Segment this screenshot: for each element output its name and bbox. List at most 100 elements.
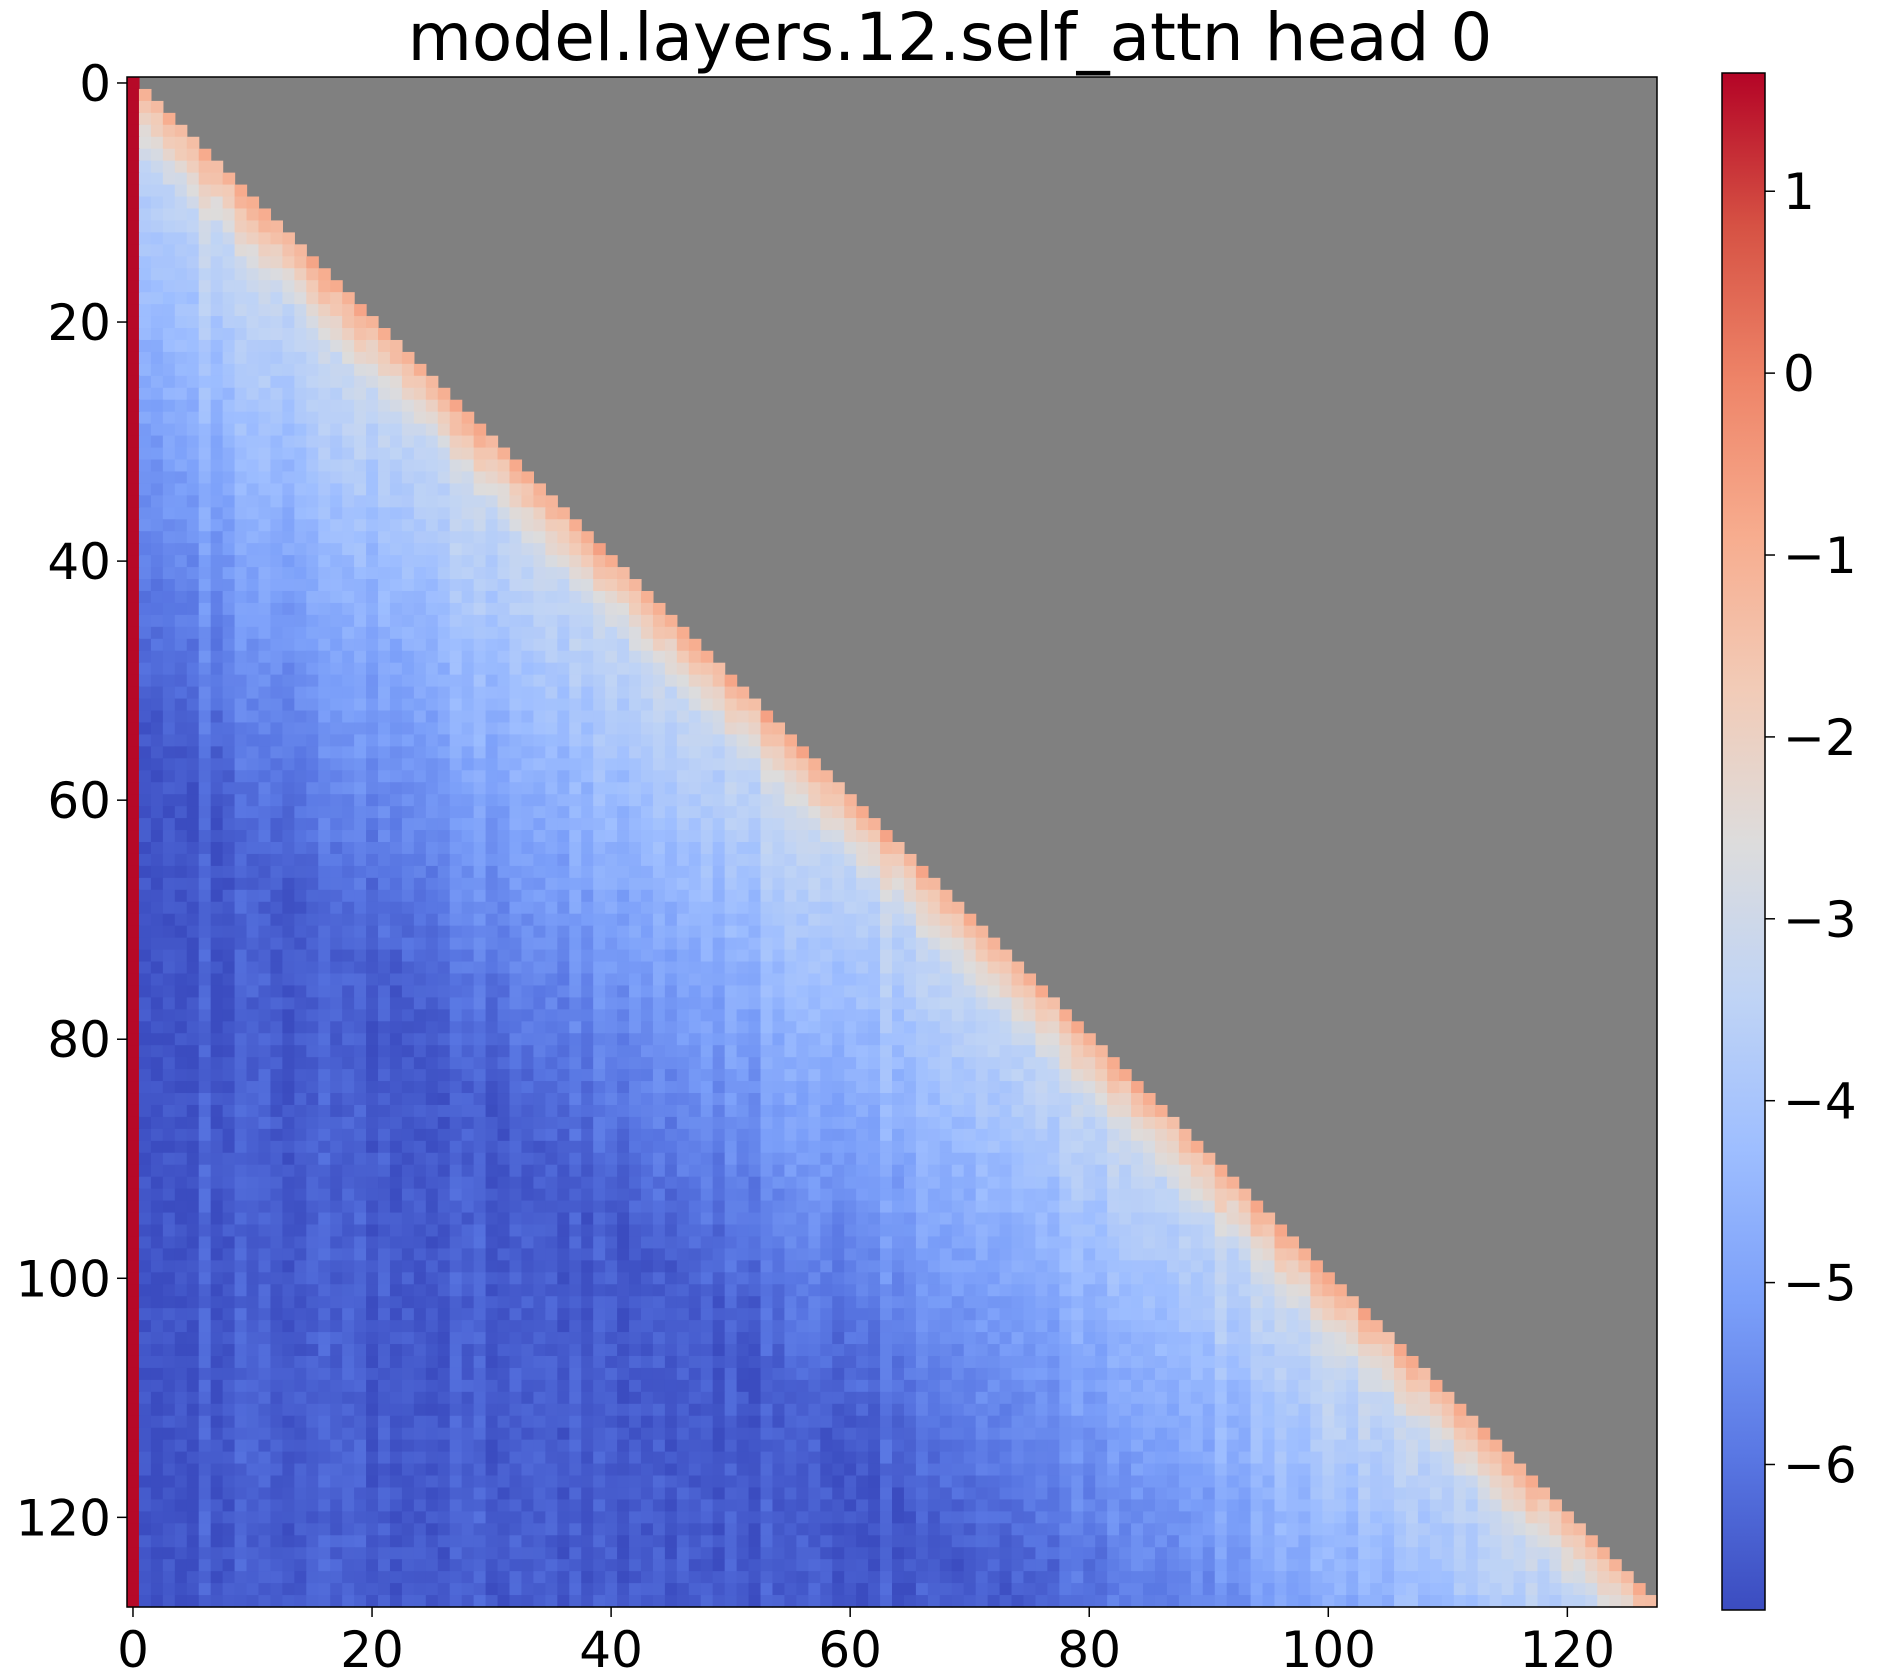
heatmap-cell xyxy=(210,268,224,281)
heatmap-cell xyxy=(162,483,176,496)
heatmap-cell xyxy=(413,590,427,604)
heatmap-cell xyxy=(449,973,463,987)
heatmap-cell xyxy=(306,913,319,927)
heatmap-cell xyxy=(951,913,965,927)
heatmap-cell xyxy=(222,614,236,628)
heatmap-cell xyxy=(127,865,140,879)
heatmap-cell xyxy=(1226,1188,1240,1202)
heatmap-cell xyxy=(282,770,295,783)
heatmap-cell xyxy=(449,459,463,473)
heatmap-cell xyxy=(485,758,499,771)
heatmap-cell xyxy=(222,375,236,389)
heatmap-cell xyxy=(318,531,331,544)
heatmap-cell xyxy=(378,961,391,975)
heatmap-cell xyxy=(640,997,654,1010)
heatmap-cell xyxy=(150,1260,164,1273)
heatmap-cell xyxy=(294,447,307,461)
heatmap-cell xyxy=(127,1236,140,1249)
heatmap-cell xyxy=(342,1116,355,1130)
heatmap-cell xyxy=(461,483,475,496)
heatmap-cell xyxy=(724,1140,738,1154)
heatmap-cell xyxy=(234,244,248,257)
heatmap-cell xyxy=(545,746,558,759)
heatmap-cell xyxy=(127,925,140,939)
heatmap-cell xyxy=(880,830,893,843)
heatmap-cell xyxy=(856,1164,869,1178)
heatmap-cell xyxy=(892,842,905,855)
heatmap-cell xyxy=(844,865,857,879)
heatmap-cell xyxy=(784,830,797,843)
heatmap-cell xyxy=(1190,1200,1204,1214)
heatmap-cell xyxy=(401,949,415,963)
heatmap-cell xyxy=(210,937,224,951)
heatmap-cell xyxy=(868,1152,881,1166)
heatmap-cell xyxy=(389,650,403,664)
heatmap-cell xyxy=(1023,1009,1037,1022)
heatmap-cell xyxy=(378,1021,391,1034)
heatmap-cell xyxy=(915,1033,929,1046)
heatmap-cell xyxy=(162,830,176,843)
heatmap-cell xyxy=(772,818,786,831)
heatmap-cell xyxy=(485,1224,499,1238)
heatmap-cell xyxy=(521,686,534,700)
heatmap-cell xyxy=(138,1248,152,1261)
heatmap-cell xyxy=(712,1164,726,1178)
heatmap-cell xyxy=(1071,1212,1084,1226)
heatmap-cell xyxy=(533,567,546,580)
heatmap-cell xyxy=(138,961,152,975)
heatmap-cell xyxy=(521,985,534,998)
heatmap-cell xyxy=(282,614,295,628)
heatmap-cell xyxy=(868,1164,881,1178)
heatmap-cell xyxy=(127,674,140,688)
heatmap-cell xyxy=(569,662,582,676)
heatmap-cell xyxy=(222,1093,236,1106)
heatmap-cell xyxy=(354,375,367,389)
heatmap-cell xyxy=(975,1236,989,1249)
heatmap-cell xyxy=(306,865,319,879)
heatmap-cell xyxy=(413,1260,427,1273)
heatmap-cell xyxy=(509,997,523,1010)
heatmap-cell xyxy=(473,590,487,604)
heatmap-cell xyxy=(234,447,248,461)
heatmap-cell xyxy=(222,590,236,604)
heatmap-cell xyxy=(366,387,379,401)
heatmap-cell xyxy=(318,1176,331,1190)
heatmap-cell xyxy=(1047,1081,1060,1094)
heatmap-cell xyxy=(342,1152,355,1166)
heatmap-cell xyxy=(497,1152,511,1166)
heatmap-cell xyxy=(258,782,272,795)
heatmap-cell xyxy=(963,1116,977,1130)
heatmap-cell xyxy=(318,1104,331,1118)
heatmap-cell xyxy=(533,913,546,927)
heatmap-cell xyxy=(413,1152,427,1166)
heatmap-cell xyxy=(485,638,499,652)
heatmap-cell xyxy=(497,925,511,939)
heatmap-cell xyxy=(294,1069,307,1082)
heatmap-cell xyxy=(138,925,152,939)
heatmap-cell xyxy=(569,877,582,891)
heatmap-cell xyxy=(593,1188,606,1202)
heatmap-cell xyxy=(808,1200,821,1214)
heatmap-cell xyxy=(401,1093,415,1106)
heatmap-cell xyxy=(222,172,236,186)
heatmap-cell xyxy=(413,1093,427,1106)
heatmap-cell xyxy=(270,220,283,233)
heatmap-cell xyxy=(222,1069,236,1082)
heatmap-cell xyxy=(593,590,606,604)
heatmap-cell xyxy=(246,351,260,365)
heatmap-cell xyxy=(378,925,391,939)
heatmap-cell xyxy=(724,1045,738,1058)
heatmap-cell xyxy=(832,1104,845,1118)
heatmap-cell xyxy=(629,638,642,652)
heatmap-cell xyxy=(521,770,534,783)
heatmap-cell xyxy=(354,985,367,998)
heatmap-cell xyxy=(1119,1104,1132,1118)
heatmap-cell xyxy=(1214,1224,1228,1238)
heatmap-cell xyxy=(772,1009,786,1022)
heatmap-cell xyxy=(545,567,558,580)
heatmap-cell xyxy=(389,1152,403,1166)
heatmap-cell xyxy=(712,889,726,903)
heatmap-cell xyxy=(318,1164,331,1178)
heatmap-cell xyxy=(736,722,750,736)
heatmap-cell xyxy=(186,196,200,210)
